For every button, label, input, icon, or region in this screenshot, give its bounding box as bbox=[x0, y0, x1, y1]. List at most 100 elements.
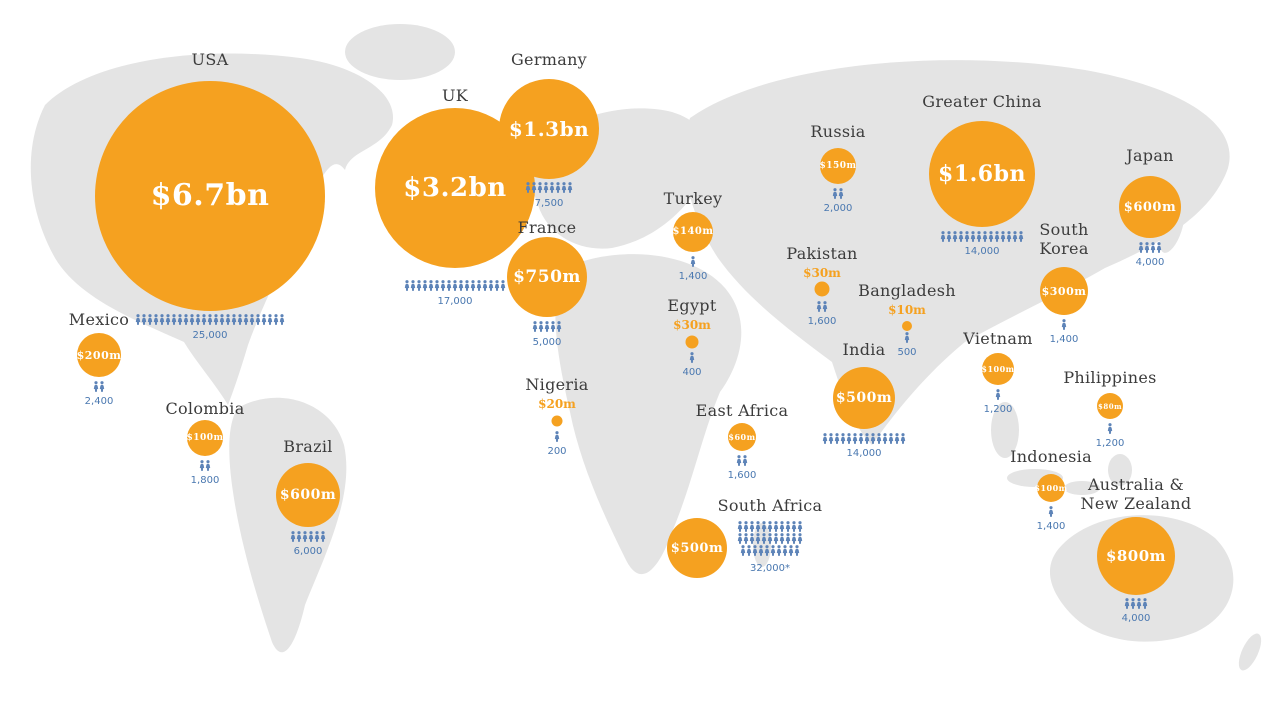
person-icon bbox=[952, 231, 958, 242]
people-icon-row bbox=[554, 431, 560, 442]
people-count: 1,200 bbox=[1095, 438, 1125, 449]
person-icon bbox=[556, 321, 562, 332]
people-icon-row bbox=[737, 521, 803, 532]
person-icon bbox=[1150, 242, 1156, 253]
bubble-value-label: $80m bbox=[1097, 401, 1123, 411]
bubble-value-label: $1.6bn bbox=[938, 161, 1026, 187]
people-icon-row bbox=[995, 389, 1001, 400]
person-icon bbox=[237, 314, 243, 325]
people-icon-row bbox=[404, 280, 506, 291]
value-bubble: $100m bbox=[1034, 474, 1067, 502]
bubble-value-label: $30m bbox=[673, 318, 711, 332]
country-label: UK bbox=[441, 86, 469, 105]
person-icon bbox=[1138, 242, 1144, 253]
country-label: Philippines bbox=[1063, 368, 1157, 387]
person-icon bbox=[838, 188, 844, 199]
value-bubble bbox=[814, 281, 830, 297]
person-icon bbox=[458, 280, 464, 291]
bubble-value-label: $600m bbox=[279, 487, 337, 503]
person-icon bbox=[840, 433, 846, 444]
people-icon-row bbox=[1107, 423, 1113, 434]
person-icon bbox=[1061, 319, 1067, 330]
people-icon-row bbox=[1138, 242, 1162, 253]
person-icon bbox=[794, 545, 800, 556]
country-label: South Africa bbox=[717, 496, 823, 515]
person-icon bbox=[1012, 231, 1018, 242]
value-bubble: $300m bbox=[1040, 267, 1088, 315]
bubble-value-label: $300m bbox=[1041, 284, 1087, 298]
people-icons bbox=[904, 332, 910, 343]
people-count: 1,200 bbox=[983, 404, 1013, 415]
country-label: South Korea bbox=[1039, 220, 1089, 259]
people-count: 1,400 bbox=[1036, 521, 1066, 532]
country-label: Nigeria bbox=[525, 375, 589, 394]
person-icon bbox=[554, 431, 560, 442]
bubble-value-label: $1.3bn bbox=[508, 117, 590, 141]
person-icon bbox=[779, 521, 785, 532]
person-icon bbox=[740, 545, 746, 556]
person-icon bbox=[93, 381, 99, 392]
value-bubble: $750m bbox=[507, 237, 587, 317]
people-count: 1,800 bbox=[190, 475, 220, 486]
person-icon bbox=[752, 545, 758, 556]
value-bubble bbox=[902, 321, 912, 331]
people-count: 2,000 bbox=[823, 203, 853, 214]
people-icon-row bbox=[816, 301, 828, 312]
person-icon bbox=[779, 533, 785, 544]
person-icon bbox=[1124, 598, 1130, 609]
people-icons bbox=[816, 301, 828, 312]
people-count: 25,000 bbox=[192, 330, 228, 341]
people-count: 200 bbox=[547, 446, 567, 457]
people-icon-row bbox=[904, 332, 910, 343]
country-label: Vietnam bbox=[963, 329, 1033, 348]
people-icons bbox=[1124, 598, 1148, 609]
person-icon bbox=[832, 188, 838, 199]
person-icon bbox=[743, 521, 749, 532]
person-icon bbox=[296, 531, 302, 542]
country-label: Pakistan bbox=[786, 244, 858, 263]
person-icon bbox=[404, 280, 410, 291]
people-count: 500 bbox=[897, 347, 917, 358]
people-icon-row bbox=[199, 460, 211, 471]
person-icon bbox=[189, 314, 195, 325]
country-label: Bangladesh bbox=[858, 281, 956, 300]
person-icon bbox=[494, 280, 500, 291]
value-bubble: $600m bbox=[1119, 176, 1181, 238]
bubble-value-label: $20m bbox=[538, 397, 576, 411]
person-icon bbox=[995, 389, 1001, 400]
people-count: 1,400 bbox=[1049, 334, 1079, 345]
person-icon bbox=[743, 533, 749, 544]
country-label: Greater China bbox=[922, 92, 1042, 111]
bubble-value-label: $600m bbox=[1123, 199, 1177, 215]
people-icons bbox=[690, 256, 696, 267]
person-icon bbox=[135, 314, 141, 325]
person-icon bbox=[736, 455, 742, 466]
person-icon bbox=[755, 533, 761, 544]
person-icon bbox=[852, 433, 858, 444]
continent-africa bbox=[555, 254, 742, 575]
person-icon bbox=[153, 314, 159, 325]
person-icon bbox=[470, 280, 476, 291]
person-icon bbox=[147, 314, 153, 325]
person-icon bbox=[195, 314, 201, 325]
person-icon bbox=[958, 231, 964, 242]
person-icon bbox=[488, 280, 494, 291]
person-icon bbox=[737, 521, 743, 532]
people-icon-row bbox=[532, 321, 562, 332]
country-label: Colombia bbox=[165, 399, 245, 418]
people-icons bbox=[525, 182, 573, 193]
person-icon bbox=[308, 531, 314, 542]
person-icon bbox=[1107, 423, 1113, 434]
people-count: 400 bbox=[682, 367, 702, 378]
people-count: 1,400 bbox=[678, 271, 708, 282]
person-icon bbox=[279, 314, 285, 325]
person-icon bbox=[964, 231, 970, 242]
